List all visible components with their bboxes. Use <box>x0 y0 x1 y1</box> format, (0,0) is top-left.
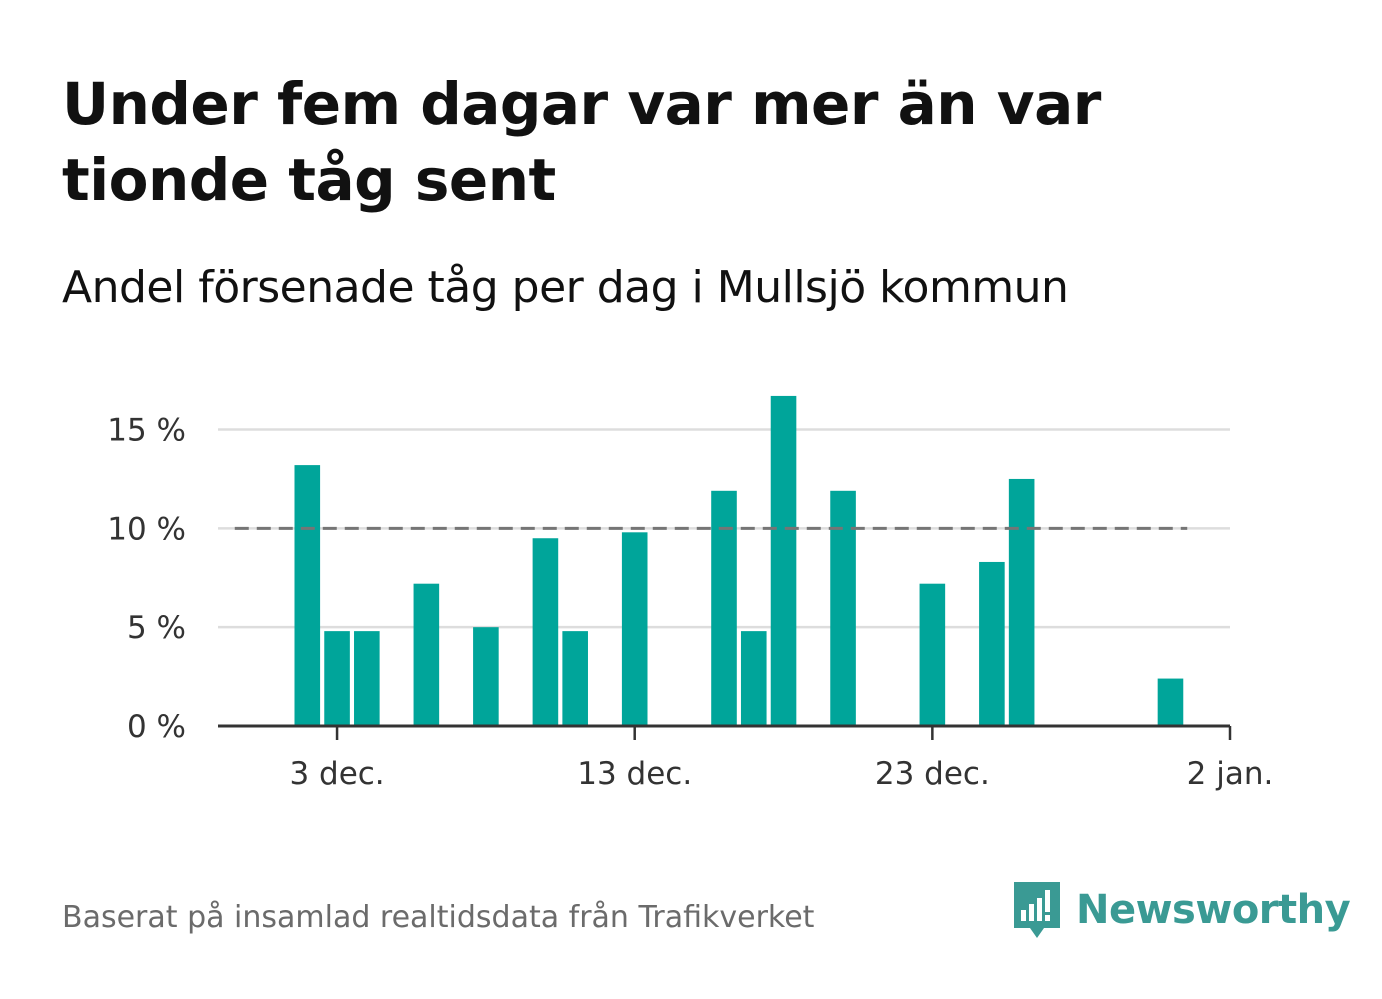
bar <box>740 631 767 726</box>
bar <box>324 631 350 726</box>
brand-logo: Newsworthy <box>1012 880 1351 940</box>
bar <box>354 631 380 726</box>
axes: 0 % 5 % 10 % 15 % 3 dec. 13 dec. 23 dec. 2 jan. <box>107 413 1273 792</box>
x-tick-label: 13 dec. <box>577 756 692 792</box>
bar <box>562 631 588 726</box>
bar <box>1157 678 1184 726</box>
x-tick-label: 2 jan. <box>1187 756 1274 792</box>
chart-title: Under fem dagar var mer än var tionde tå… <box>62 70 1101 214</box>
bar <box>1008 478 1035 726</box>
x-tick-label: 23 dec. <box>875 756 990 792</box>
bar <box>711 490 737 726</box>
bar <box>294 465 321 726</box>
bar <box>830 490 856 726</box>
bar <box>979 561 1005 726</box>
chart-subtitle: Andel försenade tåg per dag i Mullsjö ko… <box>62 262 1069 313</box>
source-note: Baserat på insamlad realtidsdata från Tr… <box>62 900 815 935</box>
bar <box>621 532 648 726</box>
bars <box>294 395 1184 726</box>
y-tick-label: 15 % <box>107 413 186 449</box>
brand-name: Newsworthy <box>1076 887 1351 933</box>
y-tick-label: 0 % <box>127 709 186 745</box>
y-tick-label: 5 % <box>127 610 186 646</box>
bar <box>413 583 440 726</box>
bar <box>532 538 559 726</box>
newsworthy-logo-icon <box>1014 882 1060 938</box>
bar <box>473 627 499 726</box>
bar <box>919 583 946 726</box>
y-tick-label: 10 % <box>107 511 186 547</box>
bar <box>770 395 797 726</box>
x-tick-label: 3 dec. <box>289 756 384 792</box>
